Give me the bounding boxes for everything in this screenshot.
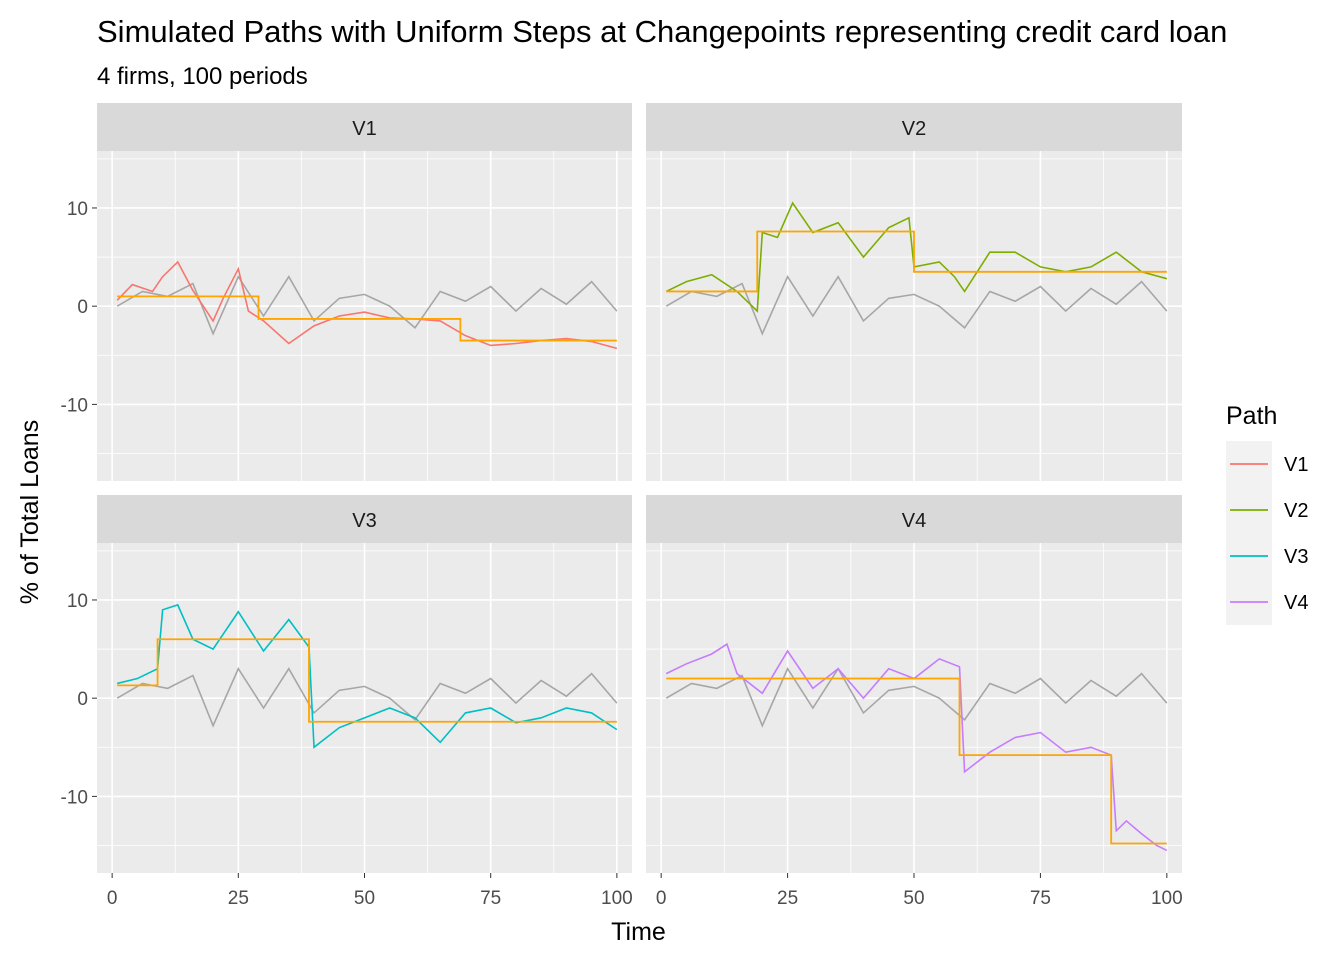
y-tick-label: 10 [67, 199, 88, 220]
changepoint-step-line [666, 677, 1167, 845]
legend-label-v2: V2 [1284, 500, 1308, 522]
changepoint-step-line [666, 230, 1167, 293]
x-tick-label: 25 [228, 888, 249, 909]
legend-label-v3: V3 [1284, 546, 1308, 568]
x-tick-label: 0 [656, 888, 667, 909]
reference-line [116, 667, 618, 728]
x-tick-label: 100 [601, 888, 633, 909]
panel-v1: V1 -10 0 10 [61, 103, 632, 481]
legend: Path V1 V2 V3 V4 [1226, 402, 1308, 625]
x-tick-label: 75 [480, 888, 501, 909]
facet-strip [97, 103, 632, 151]
panel-v4: V4 0 25 50 75 100 [646, 495, 1183, 909]
x-tick-label: 50 [903, 888, 924, 909]
y-tick-label: 0 [77, 297, 88, 318]
x-tick-label: 0 [107, 888, 118, 909]
y-tick-label: 0 [77, 689, 88, 710]
changepoint-step-line [117, 295, 617, 342]
facet-strip-label: V4 [902, 510, 926, 532]
facet-strip [646, 103, 1182, 151]
chart-title: Simulated Paths with Uniform Steps at Ch… [97, 14, 1227, 49]
facet-strip-label: V3 [352, 510, 376, 532]
series-line-v1 [116, 260, 618, 350]
series-line-v4 [665, 642, 1168, 852]
legend-key-background [1226, 441, 1272, 625]
y-tick-label: -10 [61, 395, 88, 416]
y-tick-label: 10 [67, 591, 88, 612]
facet-strip-label: V1 [352, 118, 376, 140]
reference-line [665, 275, 1168, 336]
legend-label-v1: V1 [1284, 454, 1308, 476]
facet-strip [97, 495, 632, 543]
x-tick-label: 50 [354, 888, 375, 909]
panel-v2: V2 [646, 103, 1182, 481]
facet-strip-label: V2 [902, 118, 926, 140]
facet-strip [646, 495, 1182, 543]
x-tick-label: 100 [1151, 888, 1183, 909]
x-tick-label: 75 [1030, 888, 1051, 909]
changepoint-step-line [117, 638, 617, 723]
y-tick-label: -10 [61, 787, 88, 808]
reference-line [665, 667, 1168, 728]
y-axis-title: % of Total Loans [16, 420, 44, 604]
x-axis-title: Time [611, 918, 666, 946]
legend-title: Path [1226, 402, 1277, 430]
legend-label-v4: V4 [1284, 592, 1308, 614]
chart-subtitle: 4 firms, 100 periods [97, 63, 308, 90]
x-tick-label: 25 [777, 888, 798, 909]
